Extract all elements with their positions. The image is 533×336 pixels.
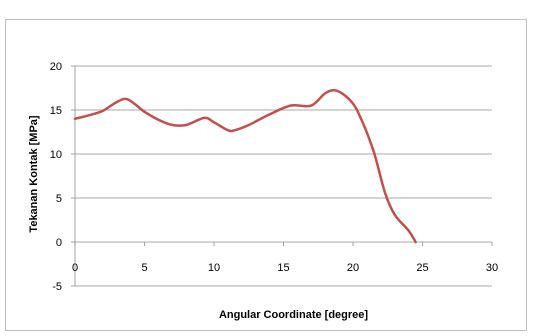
x-tick-label-4: 20 (347, 262, 359, 274)
y-axis-title: Tekanan Kontak [MPa] (28, 115, 40, 232)
series-layer (73, 88, 417, 244)
chart-frame (5, 19, 527, 331)
x-tick-label-5: 25 (416, 262, 428, 274)
x-axis-title: Angular Coordinate [degree] (219, 309, 368, 321)
grid-lines (75, 65, 492, 287)
y-tick-label-2: 5 (56, 193, 62, 205)
x-tick-labels: 0 5 10 15 20 25 30 (72, 262, 498, 274)
y-tick-label-3: 10 (50, 149, 62, 161)
y-tick-label-0: -5 (52, 281, 62, 293)
axes (71, 65, 493, 287)
series-line-0 (73, 88, 417, 244)
y-tick-label-4: 15 (50, 105, 62, 117)
x-tick-label-3: 15 (277, 262, 289, 274)
x-tick-label-6: 30 (486, 262, 498, 274)
y-tick-label-1: 0 (56, 237, 62, 249)
y-tick-label-5: 20 (50, 61, 62, 73)
x-tick-label-2: 10 (208, 262, 220, 274)
y-tick-labels: -5 0 5 10 15 20 (50, 61, 62, 293)
x-tick-label-0: 0 (72, 262, 78, 274)
x-tick-label-1: 5 (141, 262, 147, 274)
